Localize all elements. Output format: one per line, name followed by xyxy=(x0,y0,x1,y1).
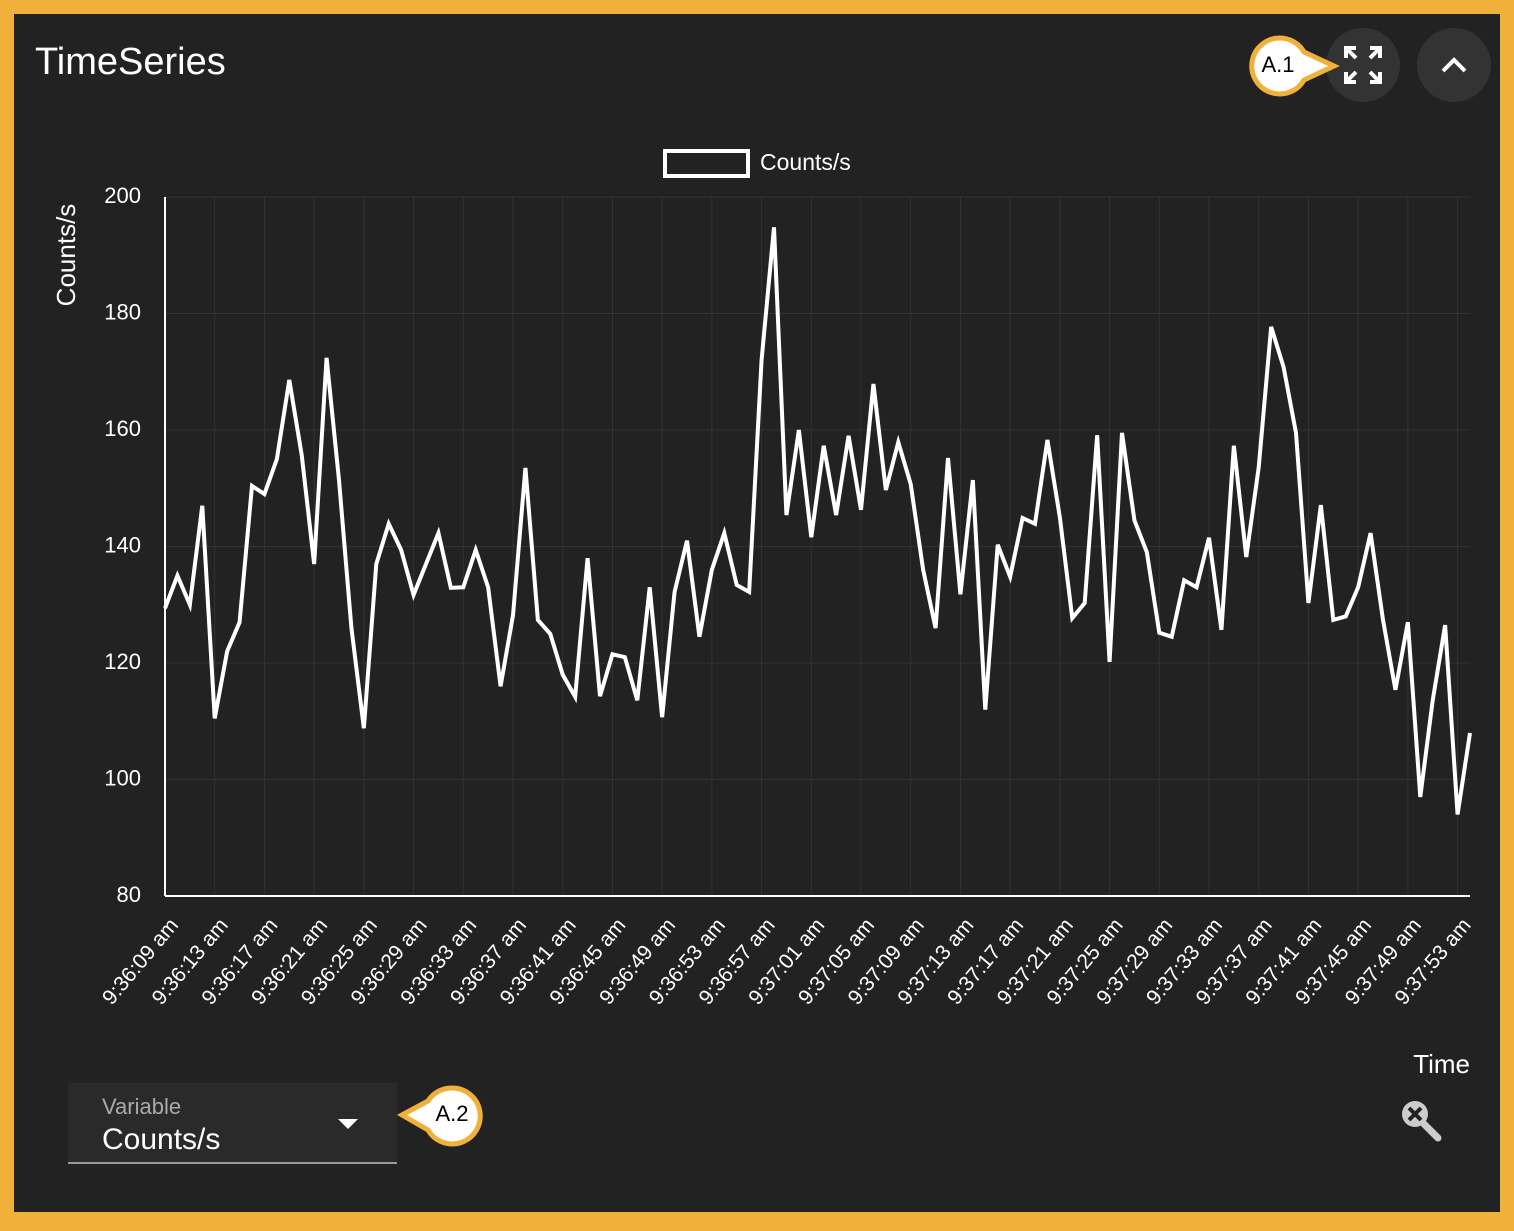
select-label: Variable xyxy=(102,1094,181,1119)
select-value: Counts/s xyxy=(102,1123,220,1156)
y-tick-label: 140 xyxy=(104,532,141,557)
y-axis-label: Counts/s xyxy=(51,204,81,307)
x-axis-label: Time xyxy=(1413,1049,1470,1079)
reset-zoom-icon[interactable] xyxy=(1402,1101,1442,1142)
legend-swatch xyxy=(663,149,750,178)
annotation-callout: A.1 xyxy=(1249,35,1340,97)
y-tick-label: 200 xyxy=(104,183,141,208)
data-line xyxy=(163,227,1472,815)
collapse-button[interactable] xyxy=(1417,28,1491,102)
y-tick-label: 160 xyxy=(104,416,141,441)
panel-background xyxy=(14,14,1500,1212)
y-tick-label: 80 xyxy=(117,882,141,907)
y-tick-label: 100 xyxy=(104,765,141,790)
y-tick-label: 120 xyxy=(104,649,141,674)
fullscreen-button[interactable] xyxy=(1326,28,1400,102)
variable-select[interactable]: Variable Counts/s xyxy=(68,1083,397,1164)
y-tick-label: 180 xyxy=(104,299,141,324)
legend-label: Counts/s xyxy=(760,149,851,175)
panel-title: TimeSeries xyxy=(35,41,226,83)
annotation-callout: A.2 xyxy=(396,1085,483,1147)
annotation-label: A.2 xyxy=(435,1101,468,1126)
annotation-label: A.1 xyxy=(1261,52,1294,77)
